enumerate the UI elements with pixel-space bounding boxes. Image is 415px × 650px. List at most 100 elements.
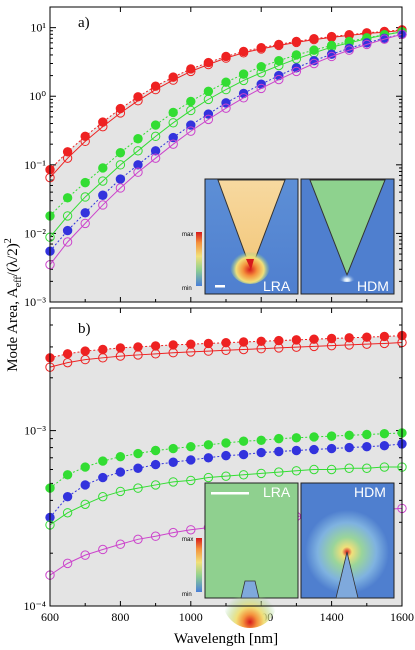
series-line xyxy=(49,341,403,368)
colorbar xyxy=(196,538,202,592)
data-point xyxy=(98,176,108,186)
panel-a: 10⁻³ 10⁻² 10⁻¹ 10⁰ 10¹ LRA max min HDM a) xyxy=(24,6,407,309)
data-point xyxy=(238,75,249,86)
data-point xyxy=(203,94,214,105)
data-point xyxy=(62,153,73,163)
data-point xyxy=(150,131,161,142)
data-point xyxy=(168,348,178,358)
data-point xyxy=(309,432,319,442)
panel-a-inset-lra: LRA max min xyxy=(182,178,299,295)
data-point xyxy=(150,445,161,456)
x-tick-label: 1600 xyxy=(390,610,414,624)
data-point xyxy=(256,83,266,94)
y-tick-label: 10⁻³ xyxy=(24,295,46,309)
data-point xyxy=(133,342,143,352)
data-point xyxy=(80,499,90,510)
data-point xyxy=(238,48,249,58)
data-point xyxy=(168,340,178,350)
data-point xyxy=(379,338,390,349)
data-point xyxy=(362,463,372,473)
y-axis-title-tail: /(λ/2) xyxy=(5,243,21,276)
data-point xyxy=(98,200,108,210)
data-point xyxy=(326,51,337,62)
data-point xyxy=(80,177,90,188)
data-point xyxy=(186,455,196,465)
data-point xyxy=(150,120,161,130)
data-point xyxy=(168,132,178,143)
y-axis-title-sub: eff xyxy=(13,276,24,288)
data-point xyxy=(344,442,354,453)
data-point xyxy=(291,335,302,345)
data-point xyxy=(344,340,354,350)
colorbar-min-label: min xyxy=(182,592,192,598)
panel-b-inset-lra: LRA max min xyxy=(182,482,299,628)
data-point xyxy=(256,447,266,458)
data-point xyxy=(115,486,126,497)
data-point xyxy=(115,351,126,361)
colorbar xyxy=(196,232,202,286)
data-point xyxy=(62,558,73,569)
data-point xyxy=(186,347,196,357)
colorbar-max-label: max xyxy=(182,232,193,238)
data-point xyxy=(309,34,319,45)
data-point xyxy=(80,218,90,229)
y-tick-label: 10⁰ xyxy=(29,89,46,103)
series-line xyxy=(49,33,403,252)
data-point xyxy=(203,59,214,70)
data-point xyxy=(133,160,143,170)
data-point xyxy=(221,338,231,348)
data-point xyxy=(150,349,161,359)
data-point xyxy=(98,344,108,355)
data-point xyxy=(98,456,108,466)
data-point xyxy=(221,450,231,461)
data-point xyxy=(221,471,231,481)
panel-b: 600800100012001400160010⁻⁴10⁻³ LRA max m… xyxy=(23,307,414,628)
y-axis-title-sup: 2 xyxy=(3,238,14,243)
data-point xyxy=(186,96,196,107)
data-point xyxy=(274,74,284,85)
data-point xyxy=(168,443,178,454)
inset-b-lra-label: LRA xyxy=(263,484,291,500)
data-point xyxy=(203,440,214,450)
data-point xyxy=(326,443,337,454)
data-point xyxy=(186,126,196,136)
data-point xyxy=(274,343,284,353)
panel-b-inset-hdm: HDM xyxy=(300,482,395,599)
data-point xyxy=(186,66,196,77)
data-point xyxy=(115,160,126,170)
data-point xyxy=(133,146,143,156)
x-axis-title: Wavelength [nm] xyxy=(174,631,278,647)
data-point xyxy=(168,457,178,467)
data-point xyxy=(203,346,214,356)
data-point xyxy=(344,45,354,55)
data-point xyxy=(80,480,90,490)
data-point xyxy=(203,109,214,119)
y-tick-label: 10¹ xyxy=(30,21,46,35)
panel-b-frame xyxy=(49,307,403,607)
data-point xyxy=(274,467,284,477)
data-point xyxy=(98,491,108,502)
data-point xyxy=(98,353,108,363)
y-tick-label: 10⁻³ xyxy=(24,424,46,438)
data-point xyxy=(133,463,143,473)
data-point xyxy=(362,339,372,349)
data-point xyxy=(291,342,302,352)
data-point xyxy=(238,344,249,355)
data-point xyxy=(115,148,126,158)
data-point xyxy=(362,429,372,440)
data-point xyxy=(291,66,302,77)
data-point xyxy=(98,190,108,200)
data-point xyxy=(379,462,390,472)
data-point xyxy=(115,183,126,193)
data-point xyxy=(98,472,108,483)
panel-a-inset-hdm: HDM xyxy=(300,178,395,295)
x-tick-label: 1400 xyxy=(320,610,344,624)
data-point xyxy=(150,459,161,470)
data-point xyxy=(80,346,90,356)
data-point xyxy=(221,77,231,87)
series-line xyxy=(49,29,403,178)
inset-a-hdm-label: HDM xyxy=(357,278,389,294)
y-tick-label: 10⁻² xyxy=(24,226,46,240)
data-point xyxy=(379,331,390,342)
